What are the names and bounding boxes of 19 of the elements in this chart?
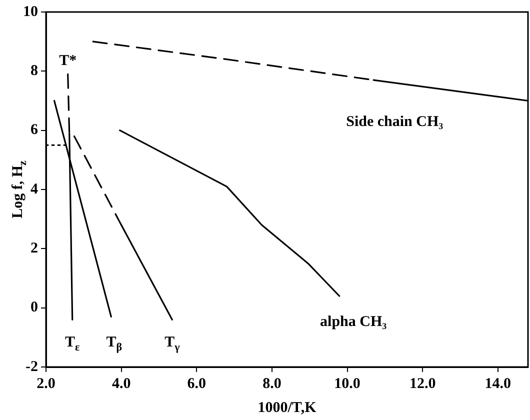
y-tick-label: 4: [30, 181, 38, 198]
x-tick-label: 4.0: [112, 376, 131, 392]
y-tick-label: 6: [30, 122, 38, 138]
x-tick-label: 12.0: [409, 376, 436, 392]
series-label: Side chain CH₃: [346, 114, 444, 130]
y-tick-label: 8: [30, 63, 38, 80]
x-tick-label: 10.0: [334, 376, 360, 392]
y-tick-label: 10: [23, 4, 38, 20]
x-tick-label: 14.0: [484, 376, 511, 392]
x-axis-title: 1000/T,K: [258, 400, 317, 416]
y-tick-label: 2: [30, 240, 38, 257]
y-tick-label: 0: [30, 300, 38, 316]
annotation: T*: [59, 53, 77, 69]
y-axis-title: Log f, Hz: [10, 160, 29, 218]
x-tick-label: 2.0: [36, 376, 56, 392]
x-tick-label: 6.0: [187, 376, 206, 392]
y-tick-label: -2: [26, 358, 38, 375]
x-tick-label: 8.0: [262, 376, 282, 392]
series-label: alpha CH₃: [320, 314, 388, 330]
